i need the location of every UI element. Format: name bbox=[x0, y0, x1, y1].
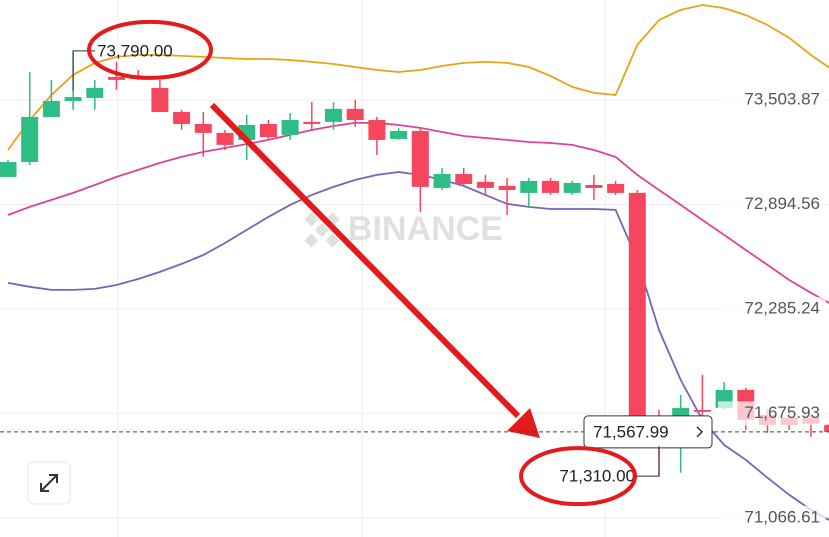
y-tick-label: 72,894.56 bbox=[744, 194, 820, 213]
tick-label-bg bbox=[718, 296, 826, 321]
candle-body bbox=[585, 185, 603, 188]
candle-body bbox=[21, 116, 39, 163]
vertical-grid bbox=[117, 0, 606, 537]
tick-label-bg bbox=[718, 505, 826, 530]
candle-body bbox=[303, 121, 321, 124]
watermark-logo bbox=[304, 212, 340, 248]
band-line bbox=[7, 122, 829, 304]
y-tick-label: 73,503.87 bbox=[744, 89, 820, 108]
candle-body bbox=[563, 182, 581, 193]
tick-label-bg bbox=[718, 192, 826, 217]
candle-body bbox=[476, 181, 494, 188]
candle-body bbox=[368, 120, 386, 140]
candle-body bbox=[194, 123, 212, 133]
candle-body bbox=[173, 111, 191, 124]
candle-body bbox=[259, 123, 277, 137]
candle-body bbox=[151, 87, 169, 112]
candle-body bbox=[411, 130, 429, 187]
trend-arrow bbox=[209, 102, 540, 438]
candle-body bbox=[693, 409, 711, 412]
expand-icon bbox=[40, 474, 58, 492]
candle-body bbox=[86, 87, 104, 98]
candle-body bbox=[0, 162, 17, 177]
tick-label-bg bbox=[718, 87, 826, 112]
last-price-label: 71,567.99 bbox=[593, 422, 669, 441]
overlay: 71,567.99 73,790.00 71,310.00 bbox=[0, 19, 829, 507]
y-axis: 71,066.61 71,675.93 72,285.24 72,894.56 73,5… bbox=[718, 87, 826, 530]
candle-body bbox=[216, 132, 234, 145]
low-marker bbox=[637, 446, 660, 477]
candle-body bbox=[607, 183, 625, 193]
candle-body bbox=[346, 108, 364, 121]
chevron bbox=[696, 426, 704, 438]
candle-body bbox=[42, 100, 60, 117]
highlight-circle bbox=[519, 446, 637, 507]
tick-label-bg bbox=[718, 401, 826, 426]
high-label: 73,790.00 bbox=[97, 41, 173, 60]
y-tick-label: 71,066.61 bbox=[744, 507, 820, 526]
candle-body bbox=[520, 180, 538, 193]
y-tick-label: 72,285.24 bbox=[744, 298, 820, 317]
arrow-head bbox=[507, 408, 540, 438]
candle-body bbox=[281, 120, 299, 135]
candle-body bbox=[498, 185, 516, 190]
candle-body bbox=[325, 108, 342, 122]
watermark: BINANCE bbox=[304, 210, 503, 248]
candle-body bbox=[390, 130, 408, 139]
candle-body bbox=[455, 174, 473, 184]
arrow-shaft bbox=[209, 102, 521, 419]
candles bbox=[0, 50, 829, 477]
y-tick-label: 71,675.93 bbox=[744, 403, 820, 422]
candle-body bbox=[542, 180, 559, 193]
band-line bbox=[7, 4, 829, 151]
candle-body bbox=[108, 76, 125, 80]
candle-body bbox=[628, 192, 646, 416]
candle-body bbox=[433, 174, 451, 188]
candle-body bbox=[64, 97, 82, 101]
candle-body bbox=[824, 424, 829, 432]
watermark-text: BINANCE bbox=[348, 210, 503, 248]
expand-button[interactable] bbox=[27, 461, 71, 505]
highlight-circle bbox=[87, 19, 213, 80]
low-label: 71,310.00 bbox=[559, 467, 635, 486]
last-price-box bbox=[583, 415, 713, 449]
